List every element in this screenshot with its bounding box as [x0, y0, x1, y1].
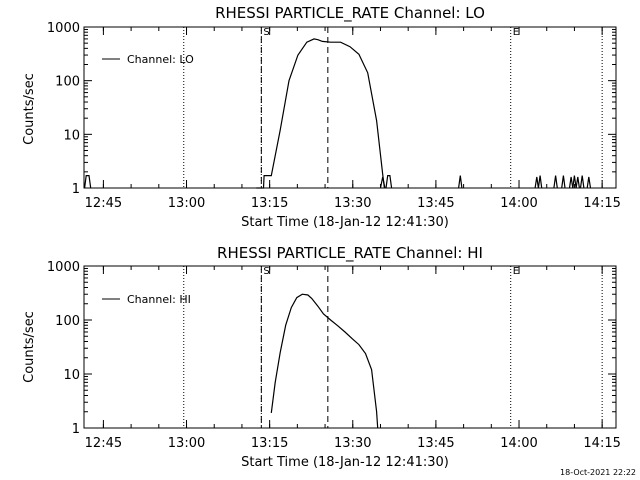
- y-tick-label: 10: [63, 368, 80, 383]
- x-tick-label: 13:30: [334, 436, 371, 451]
- series-line: [537, 175, 543, 189]
- y-tick-label: 1000: [47, 260, 80, 275]
- y-tick-label: 100: [55, 314, 80, 329]
- legend-label: Channel: HI: [127, 293, 191, 306]
- x-tick-label: 12:45: [85, 436, 122, 451]
- series-line: [256, 38, 385, 189]
- x-tick-label: 13:00: [168, 436, 205, 451]
- chart-title: RHESSI PARTICLE_RATE Channel: HI: [217, 244, 483, 263]
- series-line: [586, 176, 592, 189]
- x-tick-label: 13:15: [251, 436, 288, 451]
- series-line: [579, 175, 585, 189]
- x-tick-label: 13:15: [251, 196, 288, 211]
- series-line: [458, 175, 463, 189]
- series-line: [561, 175, 566, 189]
- x-tick-label: 13:45: [417, 436, 454, 451]
- series-line: [575, 176, 580, 189]
- series-line: [270, 293, 379, 429]
- chart-panel-hi: RHESSI PARTICLE_RATE Channel: HI Counts/…: [22, 244, 621, 470]
- x-axis-label: Start Time (18-Jan-12 12:41:30): [241, 215, 449, 230]
- legend: Channel: HI: [102, 293, 191, 306]
- y-tick-label: 1000: [47, 21, 80, 36]
- plot-frame: [83, 26, 617, 189]
- footer-timestamp: 18-Oct-2021 22:22: [560, 468, 636, 477]
- legend: Channel: LO: [102, 53, 194, 66]
- series-line: [84, 175, 92, 189]
- y-tick-label: 10: [63, 128, 80, 143]
- series-line: [385, 175, 393, 189]
- x-tick-label: 13:00: [168, 196, 205, 211]
- marker-label: E: [513, 266, 519, 277]
- y-tick-label: 1: [72, 422, 80, 437]
- marker-label: E: [513, 27, 519, 38]
- legend-label: Channel: LO: [127, 53, 194, 66]
- y-axis-label: Counts/sec: [22, 73, 37, 145]
- x-tick-label: 13:45: [417, 196, 454, 211]
- x-tick-label: 13:30: [334, 196, 371, 211]
- y-tick-label: 1: [72, 182, 80, 197]
- chart-panel-lo: RHESSI PARTICLE_RATE Channel: LO Counts/…: [22, 4, 621, 230]
- x-tick-label: 14:15: [583, 196, 620, 211]
- series-line: [568, 176, 574, 189]
- y-axis-label: Counts/sec: [22, 311, 37, 383]
- series-line: [572, 175, 577, 189]
- x-tick-label: 12:45: [85, 196, 122, 211]
- x-tick-label: 14:00: [500, 196, 537, 211]
- y-tick-label: 100: [55, 75, 80, 90]
- chart-title: RHESSI PARTICLE_RATE Channel: LO: [215, 4, 485, 23]
- x-tick-label: 14:15: [583, 436, 620, 451]
- plot-frame: [83, 265, 617, 429]
- marker-label: S: [263, 27, 269, 38]
- series-line: [553, 175, 558, 189]
- series-line: [379, 176, 386, 189]
- x-tick-label: 14:00: [500, 436, 537, 451]
- series-line: [534, 176, 539, 189]
- marker-label: S: [263, 266, 269, 277]
- x-axis-label: Start Time (18-Jan-12 12:41:30): [241, 455, 449, 470]
